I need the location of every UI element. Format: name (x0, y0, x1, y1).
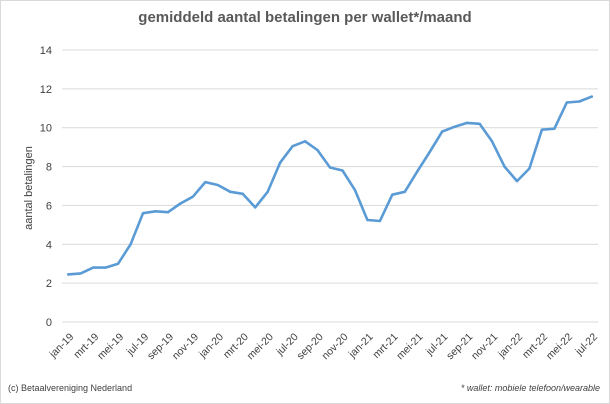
data-point (428, 150, 431, 154)
data-point (378, 219, 382, 223)
data-point (366, 218, 369, 222)
data-point (278, 161, 282, 164)
y-tick-label: 8 (46, 162, 52, 174)
data-point (328, 166, 332, 169)
y-tick-label: 6 (46, 200, 52, 212)
data-point (179, 202, 182, 205)
data-point (316, 148, 319, 152)
data-point (465, 121, 469, 125)
y-tick-label: 10 (40, 123, 52, 135)
data-point (453, 125, 456, 128)
data-point (578, 100, 581, 103)
data-point (403, 190, 406, 194)
data-point (553, 127, 556, 130)
data-point (590, 95, 593, 98)
data-point (241, 192, 244, 195)
data-point (303, 140, 307, 143)
y-tick-label: 12 (40, 84, 52, 96)
data-point (266, 190, 269, 194)
data-point (503, 165, 506, 168)
data-point (440, 130, 444, 133)
y-tick-label: 2 (46, 278, 52, 290)
footnote-text: * wallet: mobiele telefoon/wearable (461, 383, 600, 393)
data-point (565, 101, 569, 104)
data-point (67, 273, 70, 276)
data-point (166, 211, 170, 214)
y-tick-label: 0 (46, 317, 52, 329)
data-point (528, 167, 531, 170)
y-tick-label: 4 (46, 239, 52, 251)
y-tick-labels: 0 2 4 6 8 10 12 14 (40, 45, 52, 329)
data-point (416, 170, 419, 173)
data-point (141, 212, 145, 215)
data-point (116, 262, 120, 265)
data-point (229, 190, 232, 194)
data-point (478, 122, 481, 126)
chart-title: gemiddeld aantal betalingen per wallet*/… (138, 9, 471, 26)
y-tick-label: 14 (40, 45, 52, 57)
data-point (291, 144, 294, 148)
data-point (490, 140, 494, 143)
data-point (204, 180, 207, 184)
copyright-text: (c) Betaalvereniging Nederland (8, 383, 132, 393)
data-point (254, 206, 257, 209)
data-point (154, 210, 157, 213)
data-point (191, 195, 195, 198)
data-point (353, 188, 357, 192)
series-group (66, 95, 594, 276)
data-point (391, 193, 394, 196)
data-point (91, 266, 95, 269)
data-point (79, 272, 82, 275)
data-point (129, 243, 132, 246)
data-point (341, 169, 344, 172)
data-point (515, 179, 519, 183)
data-point (104, 266, 107, 269)
data-point (540, 128, 544, 131)
data-point (216, 183, 220, 187)
y-axis-label: aantal betalingen (23, 146, 35, 230)
